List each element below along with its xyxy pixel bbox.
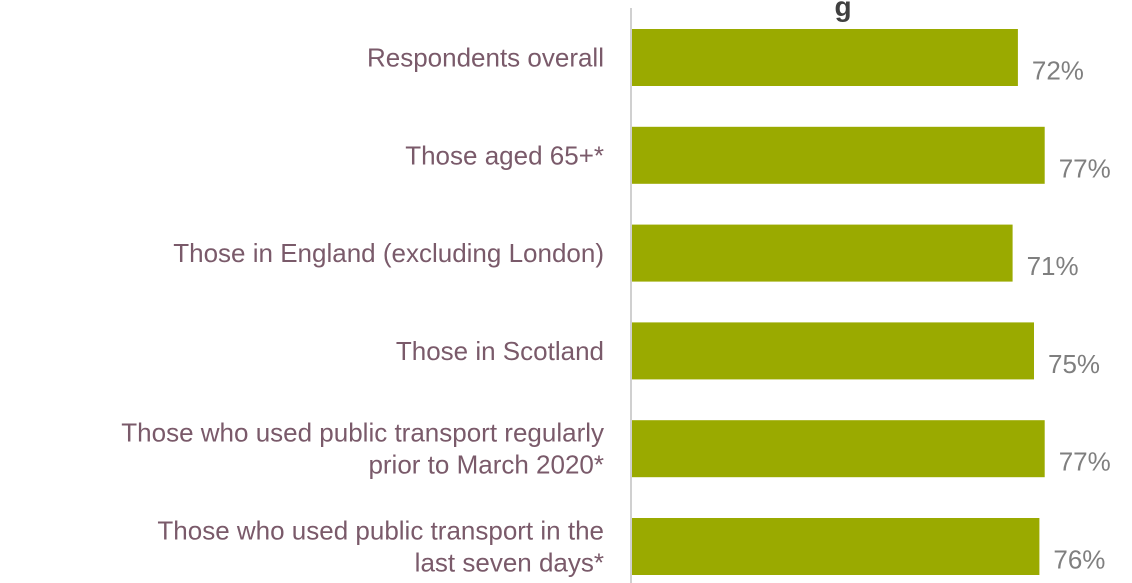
category-labels-layer: Respondents overall Those aged 65+* Those …	[121, 43, 604, 578]
bar-4	[632, 322, 1034, 380]
category-label-line: Those in Scotland	[396, 336, 604, 366]
category-label-2: Those aged 65+*	[405, 140, 604, 170]
bar-1	[632, 29, 1018, 86]
category-label-line: Those aged 65+*	[405, 140, 604, 170]
value-label-4: 75%	[1048, 349, 1100, 379]
bar-2	[632, 126, 1045, 184]
category-label-6: Those who used public transport in the la…	[157, 516, 604, 578]
value-labels-layer: 72% 77% 71% 75% 77% 76%	[1027, 56, 1111, 575]
category-label-line: Those who used public transport in the	[157, 516, 604, 546]
bars-layer	[632, 29, 1045, 575]
category-label-line: prior to March 2020*	[368, 450, 604, 480]
category-label-line: Respondents overall	[367, 43, 604, 73]
value-label-2: 77%	[1059, 153, 1111, 183]
category-label-4: Those in Scotland	[396, 336, 604, 366]
value-label-6: 76%	[1053, 545, 1105, 575]
category-label-line: Those in England (excluding London)	[173, 238, 604, 268]
value-label-5: 77%	[1059, 447, 1111, 477]
category-label-line: last seven days*	[415, 548, 604, 578]
category-label-line: Those who used public transport regularl…	[121, 418, 604, 448]
bar-6	[632, 518, 1040, 575]
category-label-5: Those who used public transport regularl…	[121, 418, 604, 480]
bar-5	[632, 420, 1045, 478]
value-label-3: 71%	[1027, 251, 1079, 281]
bar-3	[632, 224, 1013, 282]
value-label-1: 72%	[1032, 56, 1084, 86]
category-label-1: Respondents overall	[367, 43, 604, 73]
chart-title: g	[834, 0, 851, 22]
category-label-3: Those in England (excluding London)	[173, 238, 604, 268]
